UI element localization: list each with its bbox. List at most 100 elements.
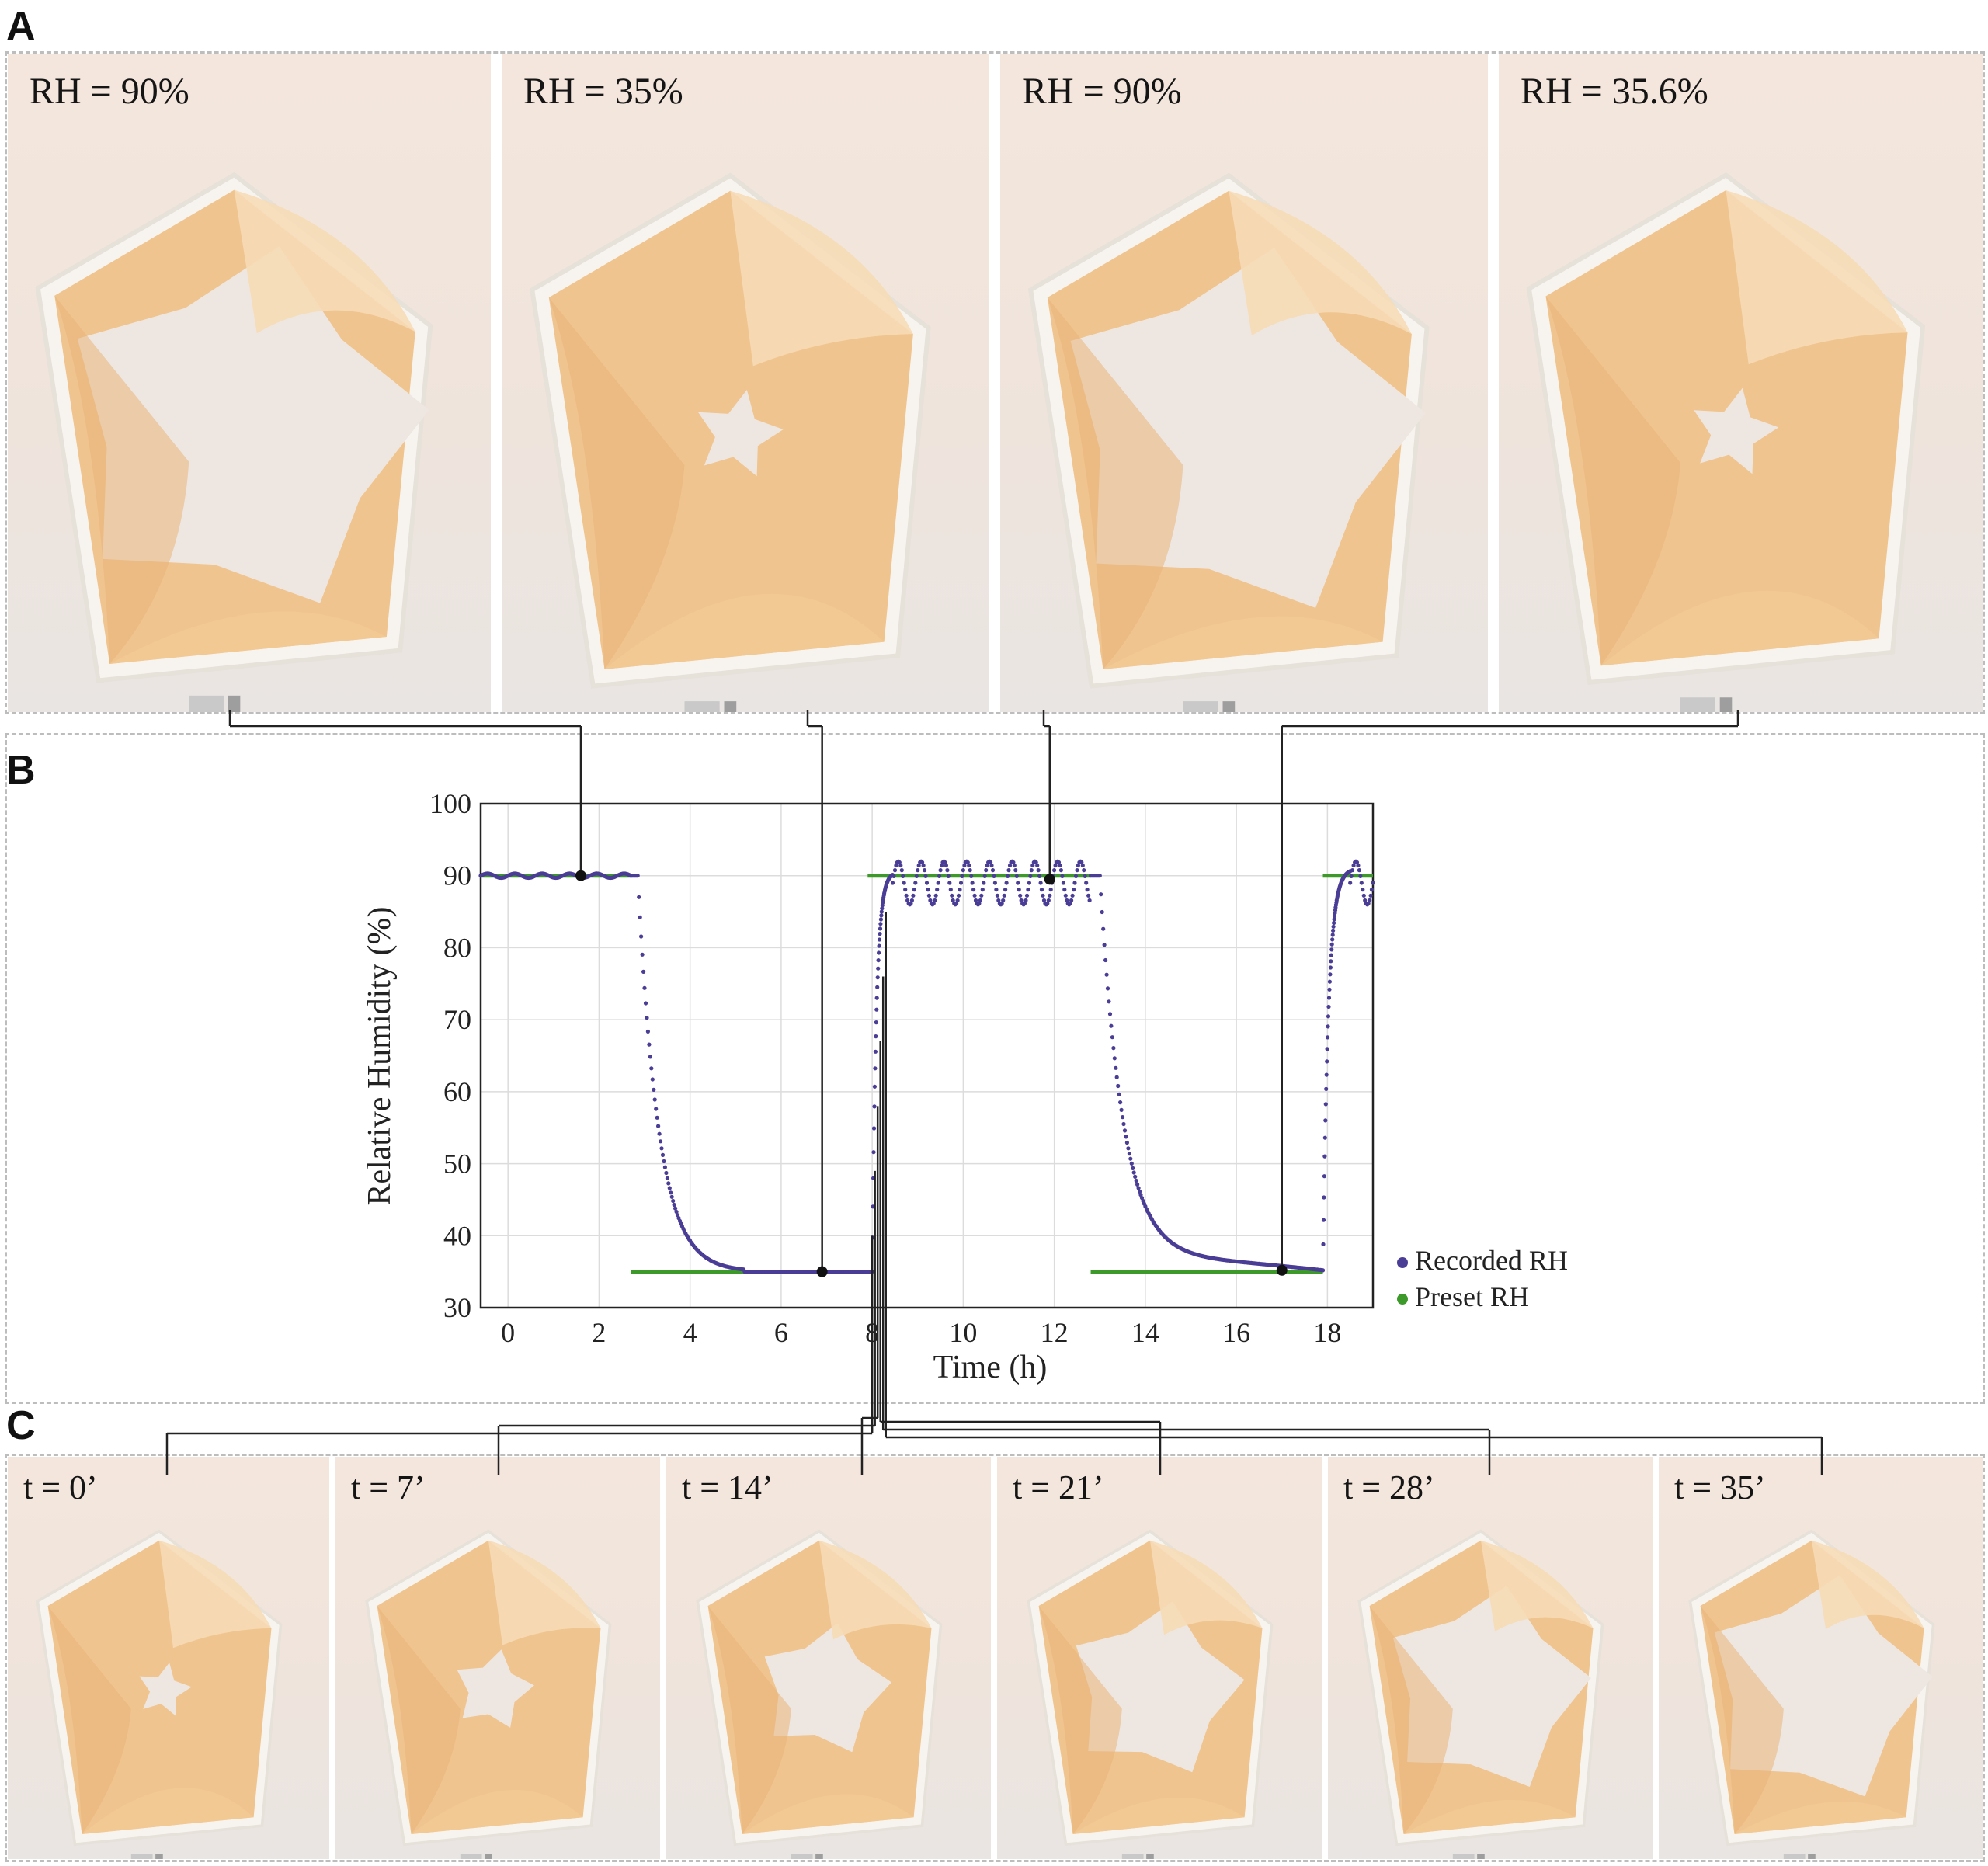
recorded-point [1331,928,1336,933]
recorded-point [1121,1121,1126,1127]
petal-top [1480,1540,1594,1632]
recorded-point [1083,874,1087,878]
recorded-point [1061,881,1065,885]
recorded-point [1329,942,1334,947]
petal-top [818,1540,932,1640]
recorded-point [662,1159,666,1164]
x-tick-label: 18 [1313,1317,1341,1348]
recorded-point [1056,860,1062,865]
recorded-point [1041,893,1045,898]
recorded-point [878,922,883,926]
recorded-point [977,901,982,905]
recorded-point [954,901,959,905]
recorded-point [968,868,972,873]
recorded-point [947,881,952,885]
recorded-point [890,881,895,885]
legend-recorded-label: Recorded RH [1415,1245,1568,1276]
recorded-point [1327,987,1332,992]
recorded-point [1104,972,1109,977]
folding-pentagon-illustration [35,172,433,712]
recorded-point [1058,863,1062,868]
recorded-point [1129,1161,1134,1166]
folding-pentagon-illustration [1688,1529,1935,1859]
recorded-point [944,863,948,868]
recorded-point [876,966,881,971]
petal-left [1047,297,1183,669]
recorded-point [1121,1115,1125,1120]
recorded-point [871,1176,876,1180]
recorded-point [1102,943,1107,947]
recorded-point [641,969,646,974]
recorded-point [1075,868,1079,873]
recorded-point [1369,888,1375,892]
recorded-point [1007,863,1013,868]
recorded-point [877,943,881,948]
recorded-point [1022,901,1027,905]
recorded-point [978,898,982,903]
recorded-point [950,893,954,898]
petal-bottom [82,1788,254,1834]
recorded-point [1087,898,1092,903]
recorded-point [1128,1156,1133,1161]
photo-illustration [1028,172,1430,712]
recorded-point [1099,892,1103,897]
recorded-point [1079,860,1084,865]
recorded-point [1327,979,1332,984]
petal-bottom [109,611,387,665]
recorded-point [994,888,999,892]
aperture-opening [764,1623,892,1753]
recorded-point [1332,914,1337,919]
recorded-point [1038,881,1043,885]
recorded-point [1322,1154,1327,1159]
recorded-point [982,874,987,878]
recorded-point [1330,933,1335,937]
a-photo-4: RH = 35.6% [1499,54,1983,712]
recorded-point [650,1077,655,1082]
recorded-point [875,985,880,989]
recorded-point [671,1198,676,1204]
recorded-point [955,898,960,903]
recorded-point [1110,1035,1114,1040]
recorded-point [1321,1218,1326,1222]
recorded-point [1045,901,1050,905]
recorded-point [664,1170,669,1176]
recorded-point [1118,1100,1123,1105]
petal-left [1369,1606,1453,1834]
recorded-point [1366,901,1371,905]
recorded-point [1356,863,1361,868]
recorded-point [969,874,974,878]
recorded-point [875,975,880,980]
recorded-point [916,868,920,873]
recorded-point [1037,874,1042,878]
recorded-point [1051,874,1055,878]
threaded-rod [1222,701,1236,712]
recorded-point [1068,901,1072,905]
recorded-point [878,932,882,936]
y-tick-label: 80 [443,932,471,963]
recorded-point [914,874,919,878]
folding-pentagon-illustration [1357,1529,1604,1859]
recorded-point [1139,1196,1145,1201]
photo-label: RH = 90% [30,71,189,112]
recorded-point [1326,1024,1330,1029]
recorded-point [1322,1195,1326,1200]
x-tick-label: 16 [1222,1317,1250,1348]
recorded-point [1325,1047,1329,1051]
threaded-rod [1146,1854,1154,1859]
photo-label: t = 0’ [23,1468,98,1506]
recorded-point [926,893,931,898]
petal-left [1038,1606,1122,1834]
recorded-point [659,1139,663,1144]
photo-label: RH = 35% [523,71,683,112]
petal-left [54,295,189,665]
petal-bottom [604,593,885,669]
recorded-point [979,893,984,898]
legend: Recorded RH Preset RH [1397,1245,1568,1312]
petal-bottom [1403,1799,1576,1834]
recorded-point [970,881,975,885]
photo-illustration [36,1529,283,1859]
threaded-rod [1808,1854,1816,1859]
recorded-point [894,863,898,868]
recorded-point [935,888,940,892]
recorded-point [877,950,881,955]
